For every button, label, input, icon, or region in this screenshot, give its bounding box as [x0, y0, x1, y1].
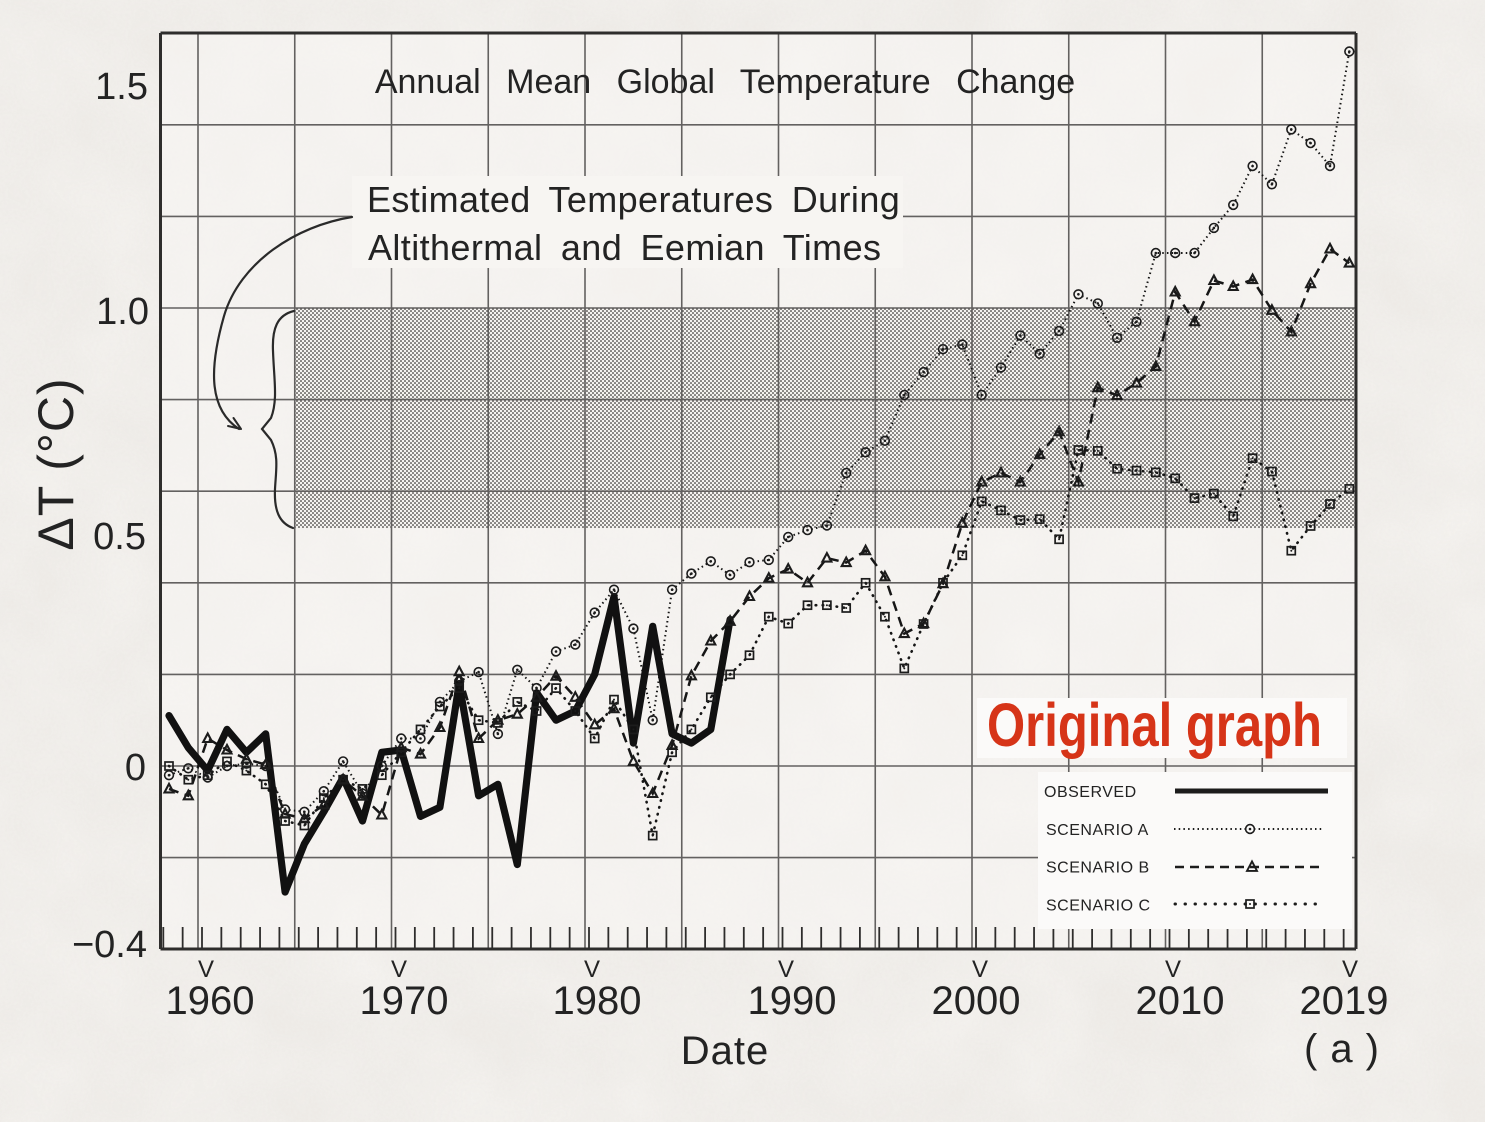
svg-text:1.5: 1.5 — [95, 66, 148, 108]
svg-text:V: V — [584, 956, 600, 983]
svg-text:1980: 1980 — [553, 979, 642, 1023]
svg-text:SCENARIO C: SCENARIO C — [1046, 898, 1151, 915]
svg-text:1970: 1970 — [360, 979, 449, 1023]
svg-text:OBSERVED: OBSERVED — [1044, 784, 1137, 801]
svg-text:Original graph: Original graph — [987, 691, 1322, 759]
svg-text:2019: 2019 — [1300, 979, 1389, 1023]
svg-text:V: V — [1342, 956, 1358, 983]
svg-text:ΔT (°C): ΔT (°C) — [28, 377, 84, 550]
svg-text:Date: Date — [681, 1029, 770, 1073]
svg-text:2010: 2010 — [1136, 979, 1225, 1023]
svg-text:(a): (a) — [1304, 1027, 1392, 1071]
svg-text:V: V — [778, 956, 794, 983]
svg-text:1960: 1960 — [166, 979, 255, 1023]
svg-text:V: V — [198, 956, 214, 983]
svg-text:0.5: 0.5 — [93, 516, 146, 558]
svg-text:V: V — [391, 956, 407, 983]
svg-text:Annual Mean Global Temperature: Annual Mean Global Temperature Change — [375, 63, 1075, 101]
svg-text:SCENARIO A: SCENARIO A — [1046, 822, 1149, 839]
svg-text:SCENARIO B: SCENARIO B — [1046, 860, 1150, 877]
svg-text:V: V — [972, 956, 988, 983]
svg-text:Altithermal and Eemian Times: Altithermal and Eemian Times — [368, 227, 881, 268]
svg-text:0: 0 — [125, 747, 146, 789]
svg-text:1.0: 1.0 — [96, 291, 149, 333]
svg-text:1990: 1990 — [748, 979, 837, 1023]
svg-text:Estimated Temperatures During: Estimated Temperatures During — [367, 179, 900, 220]
svg-text:−0.4: −0.4 — [72, 924, 147, 966]
svg-text:2000: 2000 — [932, 979, 1021, 1023]
svg-text:V: V — [1165, 956, 1181, 983]
